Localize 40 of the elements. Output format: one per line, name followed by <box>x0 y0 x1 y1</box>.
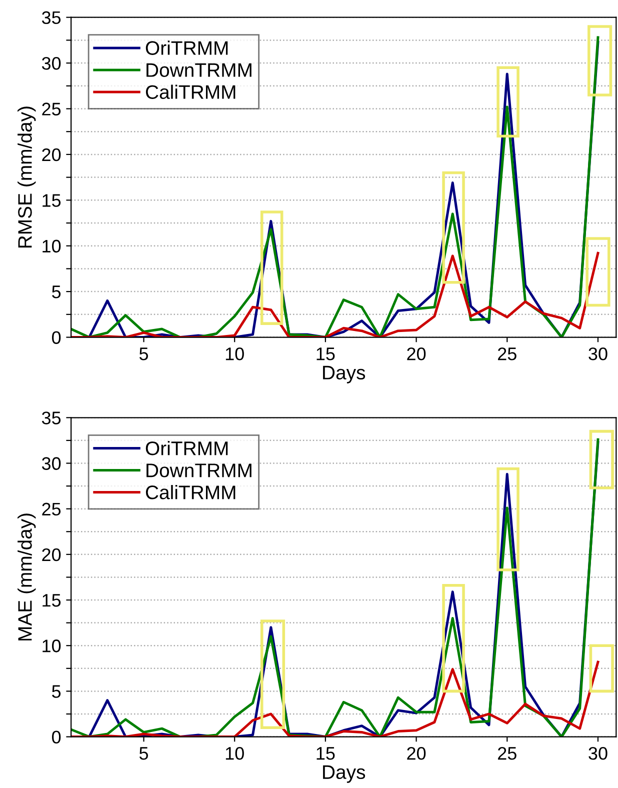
x-axis-title: Days <box>323 765 366 783</box>
y-tick-label: 15 <box>42 194 61 207</box>
y-tick-label: 0 <box>52 331 61 344</box>
y-tick-label: 15 <box>42 594 61 607</box>
x-tick-label: 20 <box>407 746 426 760</box>
y-axis-title: RMSE (mm/day) <box>18 106 36 248</box>
legend-label: DownTRMM <box>146 63 252 77</box>
line-series <box>71 660 600 737</box>
y-tick-label: 10 <box>42 640 61 652</box>
x-tick-label: 5 <box>139 747 148 760</box>
y-tick-label: 0 <box>52 730 61 744</box>
x-tick-label: 30 <box>588 347 608 360</box>
y-tick-label: 20 <box>42 148 61 162</box>
y-tick-label: 30 <box>42 56 61 70</box>
y-tick-label: 5 <box>52 685 61 698</box>
x-axis-title: Days <box>323 366 366 384</box>
x-tick-label: 20 <box>407 347 426 360</box>
y-tick-label: 35 <box>42 11 61 24</box>
x-tick-label: 10 <box>226 347 244 360</box>
legend-label: CaliTRMM <box>146 84 236 99</box>
y-tick-label: 10 <box>42 240 61 253</box>
x-tick-label: 30 <box>588 746 608 760</box>
x-tick-label: 5 <box>139 348 148 360</box>
x-tick-label: 25 <box>498 746 516 760</box>
y-tick-label: 25 <box>42 502 61 516</box>
legend-label: DownTRMM <box>146 464 252 478</box>
y-tick-label: 5 <box>52 286 61 298</box>
y-tick-label: 20 <box>42 548 61 562</box>
y-tick-label: 35 <box>42 412 61 424</box>
x-tick-label: 25 <box>498 347 516 360</box>
legend-label: OriTRMM <box>146 40 228 55</box>
legend-label: CaliTRMM <box>146 485 236 500</box>
x-tick-label: 10 <box>226 746 244 760</box>
x-tick-label: 15 <box>316 747 335 760</box>
x-tick-label: 15 <box>316 348 335 360</box>
legend-label: OriTRMM <box>146 440 228 456</box>
y-tick-label: 25 <box>42 102 61 116</box>
y-tick-label: 30 <box>42 457 61 470</box>
line-series <box>71 252 600 338</box>
y-axis-title: MAE (mm/day) <box>18 514 36 640</box>
